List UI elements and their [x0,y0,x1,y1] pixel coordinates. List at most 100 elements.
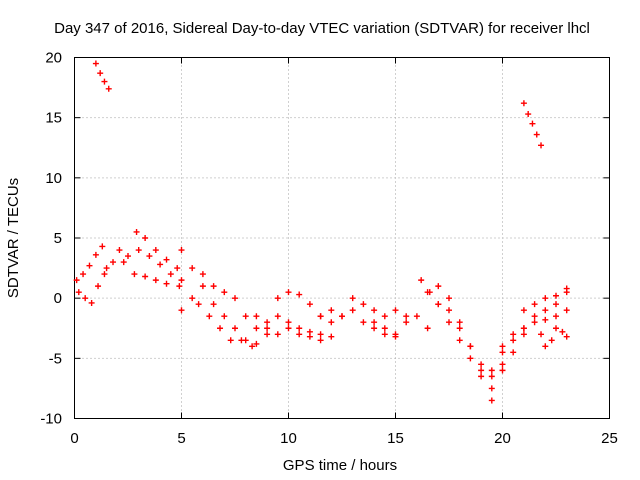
y-tick-label: 0 [54,290,62,307]
y-tick-label: -10 [40,411,62,428]
series-arc-m [349,295,410,320]
data-point [531,319,538,326]
data-point [253,340,260,347]
data-point [542,307,549,314]
data-point [538,142,545,149]
data-point [296,331,303,338]
data-point [317,313,324,320]
data-point [520,331,527,338]
data-point [210,301,217,308]
x-tick-label: 20 [494,430,511,447]
data-point [381,313,388,320]
series-arc-d [120,259,183,290]
data-point [253,313,260,320]
data-point [296,325,303,332]
data-point [238,337,245,344]
data-point [418,277,425,284]
data-point [274,313,281,320]
data-point [360,301,367,308]
series-arc-l [317,307,399,340]
data-point [542,316,549,323]
data-point [328,333,335,340]
data-point [133,228,140,235]
data-point [285,289,292,296]
data-point [531,301,538,308]
series-arc-o [418,277,495,404]
data-point [178,247,185,254]
series-arc-g [178,271,260,332]
data-points [73,60,570,404]
series-arc-early-high [92,60,112,92]
data-point [381,331,388,338]
data-point [553,301,559,308]
data-point [499,361,506,368]
data-point [95,283,102,290]
data-point [232,295,238,302]
data-point [97,70,104,77]
data-point [488,367,495,374]
data-point [413,313,420,320]
data-point [195,301,202,308]
data-point [538,331,545,338]
data-point [101,78,108,85]
data-point [135,247,142,254]
data-point [563,285,570,292]
data-point [510,349,517,356]
data-point [210,283,217,290]
series-arc-t [520,285,570,314]
series-arc-u [538,331,555,350]
data-point [446,319,452,326]
data-point [467,343,474,350]
data-point [92,251,99,258]
series-arc-n [371,313,431,338]
data-point [520,325,527,332]
y-tick-label: 20 [45,50,62,67]
series-arc-r [488,289,570,374]
data-point [73,277,80,284]
data-point [142,273,149,280]
data-point [221,289,228,296]
data-point [120,259,127,266]
data-point [403,313,410,320]
data-point [531,313,538,320]
data-point [520,307,527,314]
data-point [163,256,170,263]
x-tick-label: 25 [601,430,618,447]
data-point [221,313,228,320]
data-point [110,259,117,266]
data-point [478,373,485,380]
data-point [542,295,549,302]
y-tick-label: 15 [45,110,62,127]
data-point [242,313,249,320]
data-point [553,292,559,299]
data-point [548,337,555,344]
data-point [349,295,356,302]
data-point [510,337,517,344]
series-arc-s [499,307,570,350]
data-point [157,261,164,268]
data-point [227,337,234,344]
data-point [563,307,570,314]
data-point [264,325,271,332]
data-point [456,319,463,326]
data-point [529,120,536,127]
x-tick-label: 5 [177,430,185,447]
data-point [520,100,527,107]
data-point [249,343,256,350]
data-point [296,291,303,298]
data-point [199,283,206,290]
data-point [478,361,485,368]
data-point [99,243,106,250]
data-point [317,337,324,344]
data-point [553,313,559,320]
y-tick-label: 5 [54,230,62,247]
data-point [371,325,378,332]
data-point [264,319,271,326]
data-point [533,131,540,138]
data-point [232,325,238,332]
data-point [101,271,108,278]
data-point [306,333,313,340]
data-point [446,307,452,314]
data-point [349,307,356,314]
